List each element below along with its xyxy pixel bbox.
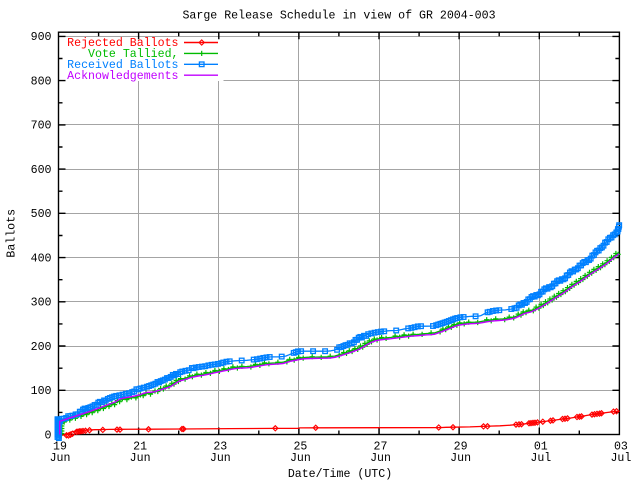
svg-text:Received Ballots: Received Ballots (67, 59, 178, 72)
svg-text:27: 27 (374, 441, 388, 454)
svg-text:600: 600 (31, 164, 52, 177)
svg-text:Jul: Jul (530, 452, 551, 465)
svg-text:23: 23 (213, 441, 227, 454)
svg-text:800: 800 (31, 75, 52, 88)
svg-text:900: 900 (31, 31, 52, 44)
svg-text:Date/Time (UTC): Date/Time (UTC) (288, 468, 392, 480)
svg-text:100: 100 (31, 385, 52, 398)
svg-text:29: 29 (454, 441, 468, 454)
svg-text:0: 0 (45, 429, 52, 442)
svg-text:200: 200 (31, 341, 52, 354)
svg-text:Jun: Jun (130, 452, 151, 465)
svg-text:500: 500 (31, 208, 52, 221)
svg-text:400: 400 (31, 252, 52, 265)
svg-text:19: 19 (53, 441, 67, 454)
svg-text:25: 25 (293, 441, 307, 454)
svg-text:300: 300 (31, 297, 52, 310)
svg-text:03: 03 (614, 441, 628, 454)
svg-text:Jul: Jul (610, 452, 631, 465)
svg-text:01: 01 (534, 441, 548, 454)
svg-text:Jun: Jun (210, 452, 231, 465)
svg-text:Jun: Jun (450, 452, 471, 465)
svg-text:Vote Tallied,: Vote Tallied, (88, 48, 178, 61)
svg-text:700: 700 (31, 120, 52, 133)
svg-text:Ballots: Ballots (6, 209, 19, 258)
svg-text:21: 21 (133, 441, 147, 454)
svg-text:Jun: Jun (370, 452, 391, 465)
svg-text:Rejected Ballots: Rejected Ballots (67, 37, 178, 50)
svg-text:Jun: Jun (290, 452, 311, 465)
svg-text:Sarge Release Schedule in view: Sarge Release Schedule in view of GR 200… (182, 10, 495, 23)
svg-text:Acknowledgements: Acknowledgements (67, 70, 178, 83)
svg-text:Jun: Jun (50, 452, 71, 465)
